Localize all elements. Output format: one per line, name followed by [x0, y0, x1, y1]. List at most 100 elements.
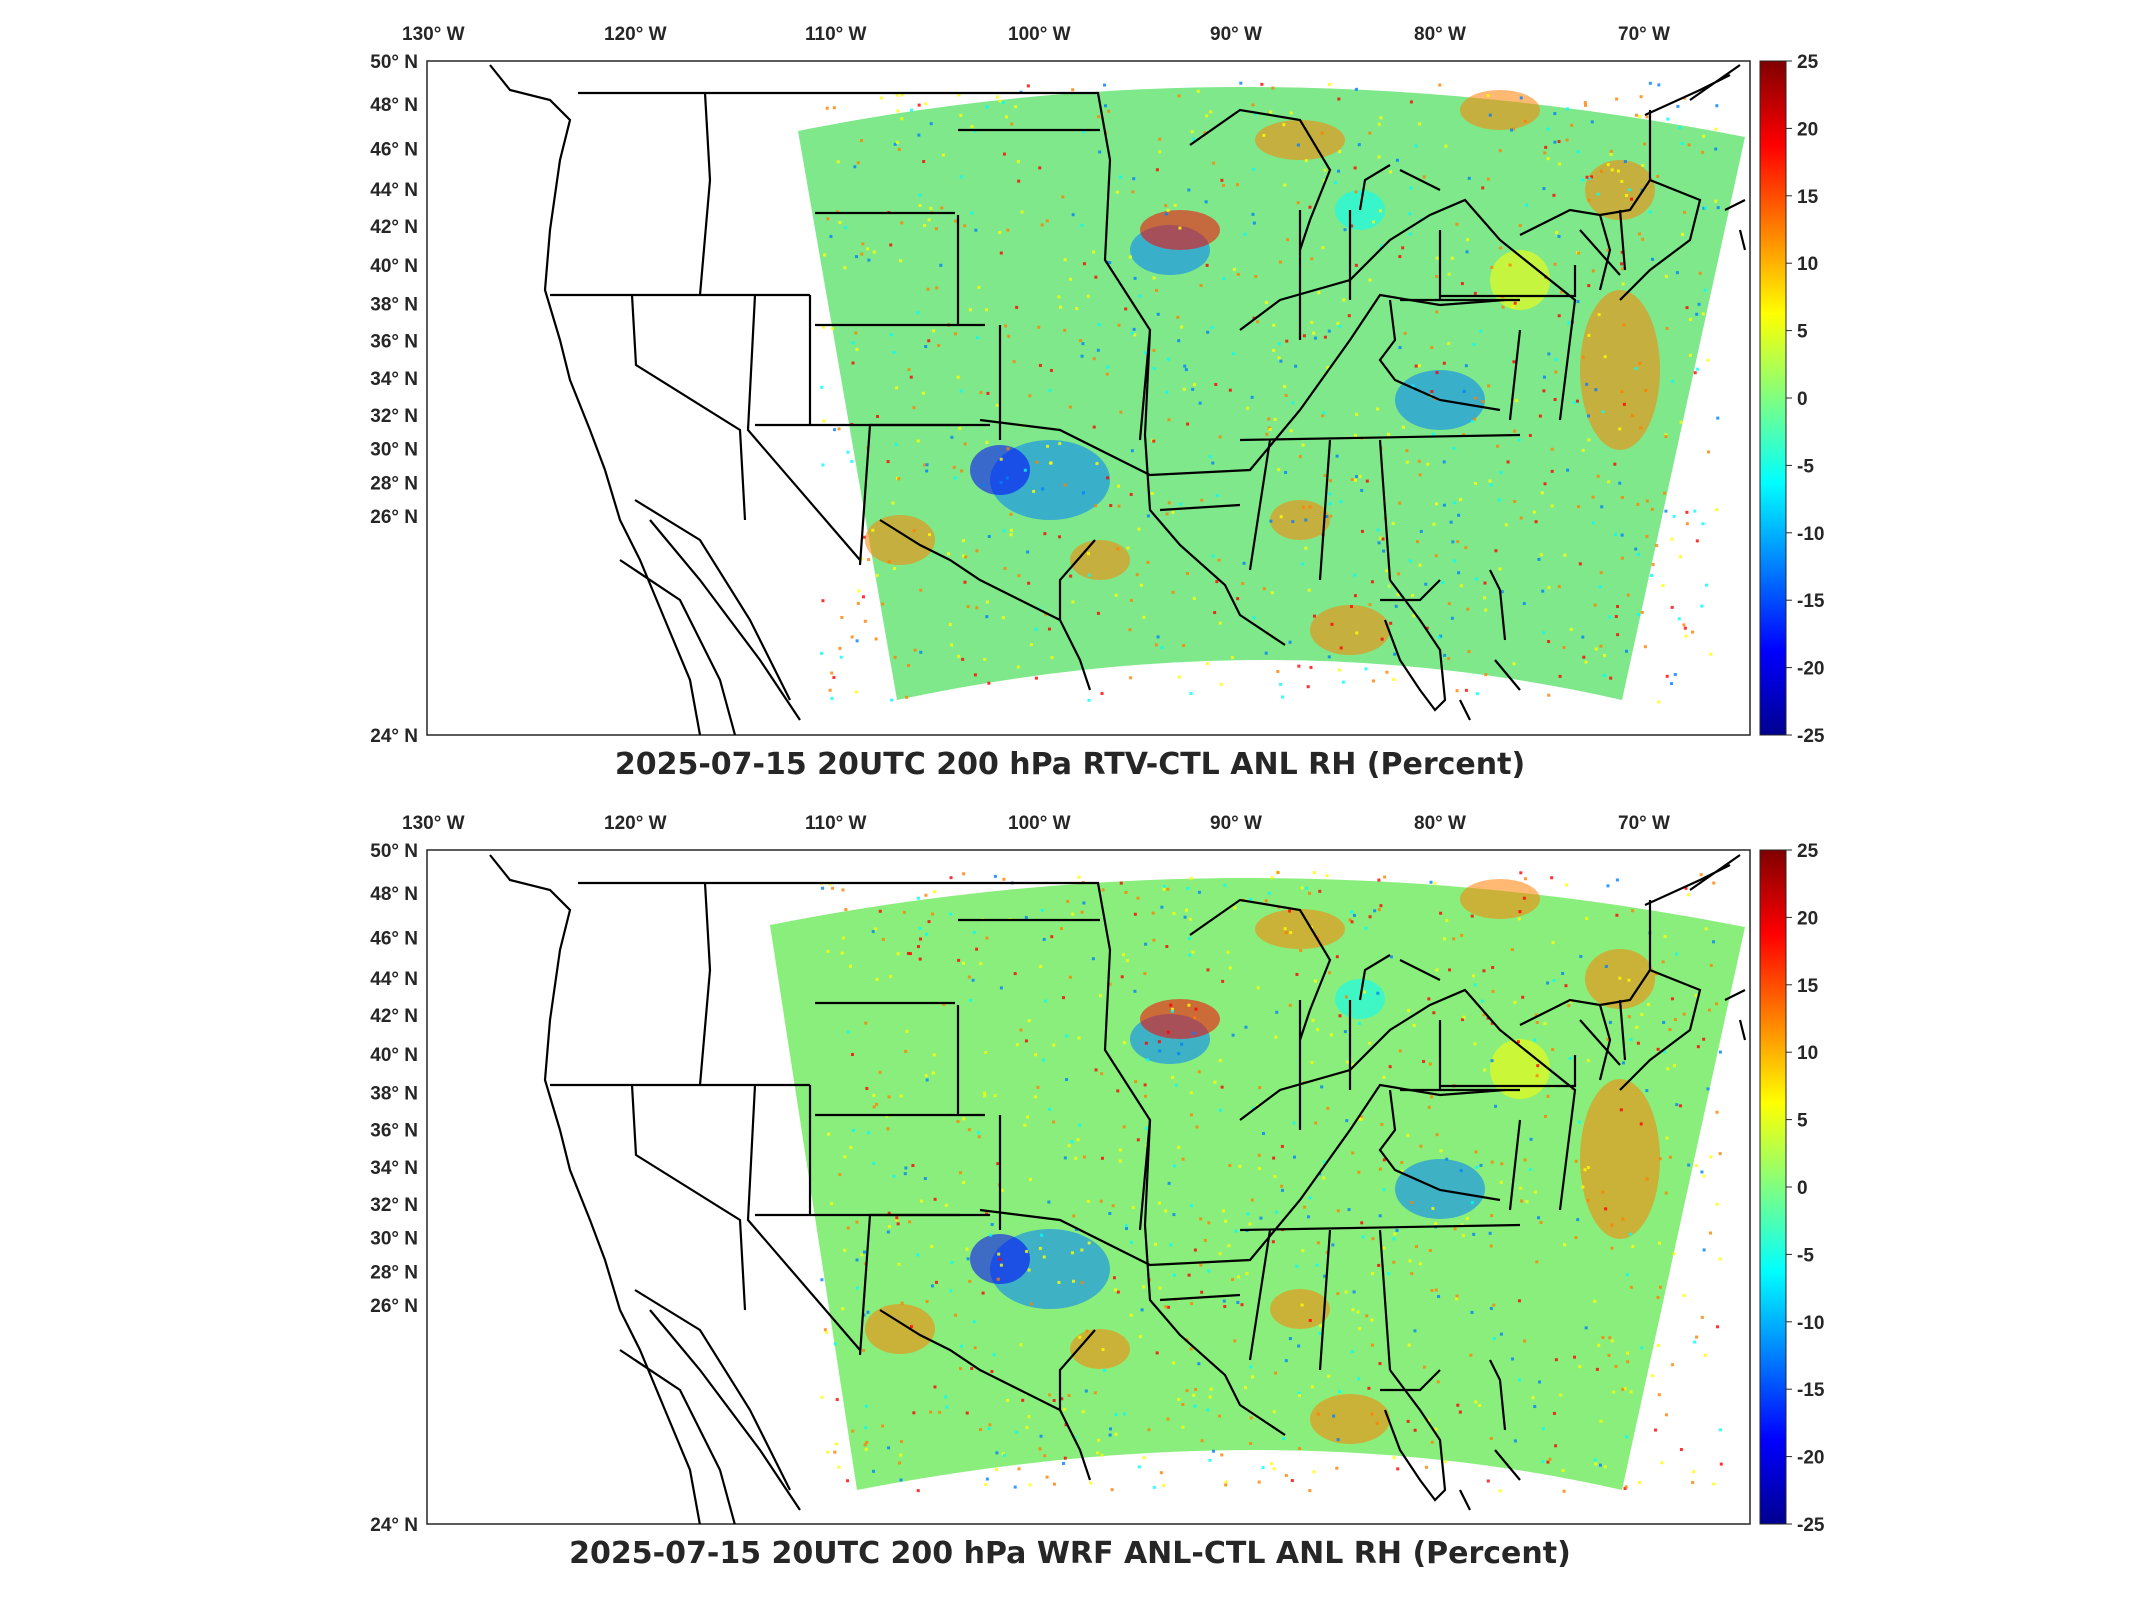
rh-speckle: [1128, 255, 1132, 259]
rh-speckle: [962, 1117, 966, 1121]
rh-speckle: [1269, 1462, 1273, 1466]
rh-speckle: [1224, 1219, 1228, 1223]
rh-speckle: [1673, 1064, 1677, 1068]
rh-speckle: [1042, 1255, 1046, 1259]
rh-speckle: [1581, 635, 1585, 639]
rh-speckle: [1688, 317, 1692, 321]
rh-speckle: [1164, 212, 1168, 216]
rh-speckle: [923, 1177, 927, 1181]
rh-speckle: [962, 554, 966, 558]
rh-speckle: [1474, 396, 1478, 400]
rh-speckle: [1289, 931, 1293, 935]
rh-speckle: [1218, 621, 1222, 625]
rh-speckle: [1325, 1250, 1329, 1254]
rh-speckle: [1573, 1355, 1577, 1359]
rh-speckle: [1061, 996, 1065, 1000]
rh-speckle: [867, 558, 871, 562]
colorbar-tick-label: -25: [1797, 1515, 1825, 1536]
rh-speckle: [1668, 1155, 1672, 1159]
rh-speckle: [1718, 1050, 1722, 1054]
rh-speckle: [1308, 891, 1312, 895]
rh-speckle: [1360, 529, 1364, 533]
rh-speckle: [1224, 1483, 1228, 1487]
rh-speckle: [1277, 342, 1281, 346]
rh-speckle: [1550, 876, 1554, 880]
rh-speckle: [1167, 501, 1171, 505]
rh-speckle: [1670, 997, 1674, 1001]
rh-speckle: [1672, 514, 1676, 518]
rh-speckle: [925, 1078, 929, 1082]
rh-speckle: [872, 250, 876, 254]
rh-speckle: [1546, 127, 1550, 131]
rh-speckle: [892, 1174, 896, 1178]
rh-speckle: [1569, 999, 1573, 1003]
rh-speckle: [1702, 1174, 1706, 1178]
rh-speckle: [1437, 1295, 1441, 1299]
rh-speckle: [875, 1102, 879, 1106]
rh-speckle: [1575, 399, 1579, 403]
rh-speckle: [1332, 1414, 1336, 1418]
rh-speckle: [1637, 613, 1641, 617]
rh-speckle: [1430, 1095, 1434, 1099]
rh-speckle: [1499, 471, 1503, 475]
rh-speckle: [1183, 364, 1187, 368]
latitude-tick-label: 48° N: [370, 884, 418, 905]
rh-speckle: [1177, 339, 1181, 343]
rh-speckle: [970, 1366, 974, 1370]
rh-speckle: [1082, 262, 1086, 266]
rh-speckle: [1546, 1094, 1550, 1098]
rh-speckle: [973, 673, 977, 677]
rh-speckle: [1370, 1343, 1374, 1347]
rh-speckle: [1586, 1198, 1590, 1202]
colorbar-tick-label: 0: [1797, 1178, 1808, 1199]
rh-speckle: [1573, 400, 1577, 404]
rh-speckle: [1215, 493, 1219, 497]
rh-speckle: [1682, 1293, 1686, 1297]
rh-speckle: [1640, 1346, 1644, 1350]
rh-speckle: [1559, 290, 1563, 294]
rh-speckle: [1489, 483, 1493, 487]
rh-speckle: [1597, 313, 1601, 317]
rh-speckle: [1013, 972, 1017, 976]
rh-speckle: [1398, 346, 1402, 350]
rh-speckle: [1358, 474, 1362, 478]
rh-speckle: [1620, 556, 1624, 560]
rh-speckle: [1108, 261, 1112, 265]
rh-speckle: [1464, 364, 1468, 368]
rh-speckle: [912, 406, 916, 410]
rh-speckle: [840, 951, 844, 955]
rh-speckle: [1547, 693, 1551, 697]
rh-speckle: [1133, 912, 1137, 916]
rh-speckle: [1319, 1324, 1323, 1328]
rh-speckle: [950, 1260, 954, 1264]
rh-speckle: [1228, 966, 1232, 970]
rh-speckle: [1041, 487, 1045, 491]
rh-speckle: [1405, 449, 1409, 453]
rh-speckle: [1296, 201, 1300, 205]
rh-speckle: [1193, 1404, 1197, 1408]
rh-speckle: [1614, 1364, 1618, 1368]
rh-speckle: [1353, 478, 1357, 482]
rh-speckle: [1155, 1351, 1159, 1355]
rh-speckle: [1265, 432, 1269, 436]
rh-speckle: [1187, 1273, 1191, 1277]
rh-speckle: [1577, 1120, 1581, 1124]
rh-speckle: [846, 1226, 850, 1230]
rh-speckle: [1185, 1389, 1189, 1393]
rh-speckle: [1522, 602, 1526, 606]
rh-speckle: [1001, 1452, 1005, 1456]
rh-speckle: [1513, 301, 1517, 305]
rh-speckle: [1331, 1243, 1335, 1247]
rh-speckle: [1581, 355, 1585, 359]
latitude-tick-label: 44° N: [370, 969, 418, 990]
rh-speckle: [1467, 176, 1471, 180]
rh-speckle: [1494, 1104, 1498, 1108]
latitude-tick-label: 50° N: [370, 841, 418, 862]
rh-speckle: [1256, 986, 1260, 990]
rh-speckle: [1669, 682, 1673, 686]
rh-speckle: [1336, 1209, 1340, 1213]
rh-speckle: [1360, 1115, 1364, 1119]
rh-speckle: [1151, 911, 1155, 915]
rh-speckle: [1561, 1469, 1565, 1473]
rh-speckle: [977, 1135, 981, 1139]
